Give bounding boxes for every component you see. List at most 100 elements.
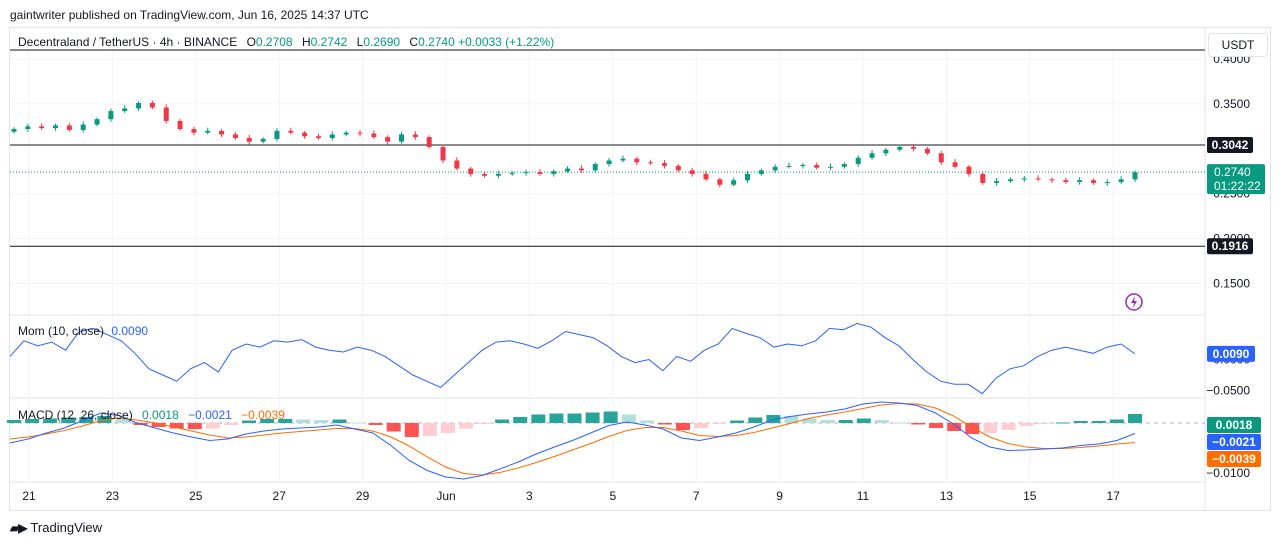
candle — [260, 137, 266, 144]
candle-body — [149, 103, 155, 108]
candle-body — [883, 149, 889, 154]
time-tick-label: 23 — [106, 489, 120, 503]
candle — [717, 177, 723, 188]
macd-histogram-bar — [404, 423, 419, 437]
candle — [648, 159, 654, 165]
time-tick-label: 9 — [776, 489, 783, 503]
candle-body — [800, 164, 806, 166]
macd-histogram-bar — [440, 423, 455, 433]
level-label: 0.1916 — [1212, 239, 1249, 253]
macd-histogram-bar — [296, 419, 311, 423]
candle — [94, 117, 100, 127]
candle — [744, 170, 750, 183]
macd-histogram-bar — [43, 418, 58, 423]
macd-histogram-bar — [422, 423, 437, 436]
tradingview-logo[interactable]: ▰▶ TradingView — [10, 520, 102, 535]
macd-histogram-bar — [784, 416, 799, 423]
candle — [357, 130, 363, 137]
last-price-label-bg — [1207, 164, 1265, 195]
candle-body — [371, 133, 377, 138]
candle-body — [994, 181, 1000, 183]
candle — [440, 144, 446, 164]
macd-tick-label: −0.0100 — [1206, 466, 1250, 480]
macd-histogram-bar — [350, 422, 365, 424]
candle — [966, 164, 972, 177]
candle-body — [205, 130, 211, 133]
candle-body — [80, 124, 86, 130]
candle-body — [163, 107, 169, 121]
candle — [551, 169, 557, 177]
macd-histogram-bar — [61, 417, 76, 423]
candle — [108, 108, 114, 122]
macd-histogram-bar — [1037, 423, 1052, 424]
macd-pane: −0.0100 0.0018 −0.0021 −0.0039 — [7, 401, 1261, 480]
candle — [191, 126, 197, 136]
candle — [343, 130, 349, 137]
open-label: O — [246, 35, 256, 49]
candle-body — [274, 130, 280, 139]
candle-body — [952, 162, 958, 167]
candle-body — [122, 108, 128, 112]
symbol-label[interactable]: Decentraland / TetherUS · 4h · BINANCE — [18, 35, 238, 49]
candle-body — [786, 165, 792, 167]
macd-line-value: −0.0021 — [188, 408, 232, 422]
candle-body — [94, 119, 100, 125]
time-tick-label: 15 — [1023, 489, 1037, 503]
candle-body — [758, 170, 764, 174]
macd-histogram-bar — [531, 414, 546, 423]
candle-body — [108, 111, 114, 120]
candle — [495, 170, 501, 179]
macd-histogram-bar — [1109, 419, 1124, 423]
macd-histogram-bar — [368, 423, 383, 425]
candle — [1021, 175, 1027, 183]
macd-histogram-bar — [911, 423, 926, 425]
candle-body — [1035, 178, 1041, 180]
candle — [1007, 177, 1013, 183]
candle — [1132, 170, 1138, 183]
candle — [468, 166, 474, 177]
candle — [163, 104, 169, 124]
macd-histogram-bar — [766, 415, 781, 423]
macd-value-label-bg — [1207, 451, 1261, 467]
tradingview-logo-text: TradingView — [30, 520, 103, 535]
candle — [302, 130, 308, 139]
candle-body — [426, 137, 432, 148]
macd-histogram-bar — [1019, 423, 1034, 426]
macd-histogram-bar — [694, 423, 709, 428]
candle — [371, 130, 377, 139]
candle-body — [565, 168, 571, 172]
candle — [39, 123, 45, 130]
macd-legend[interactable]: MACD (12, 26, close) 0.0018 −0.0021 −0.0… — [18, 408, 285, 422]
macd-histogram-bar — [79, 417, 94, 423]
momentum-value-label: 0.0090 — [1213, 347, 1250, 361]
candle — [385, 135, 391, 145]
macd-histogram-bar — [567, 413, 582, 423]
candle-body — [814, 164, 820, 168]
macd-histogram-bar — [1055, 422, 1070, 424]
macd-histogram-bar — [947, 423, 962, 431]
candle — [952, 159, 958, 169]
macd-histogram-bar — [730, 420, 745, 423]
momentum-legend[interactable]: Mom (10, close) 0.0090 — [18, 324, 148, 338]
candle — [274, 128, 280, 142]
momentum-tick-label: −0.0500 — [1206, 384, 1250, 398]
macd-histogram-bar — [675, 423, 690, 430]
high-value: 0.2742 — [310, 35, 348, 49]
change-value: +0.0033 (+1.22%) — [458, 35, 555, 49]
lightning-bolt-glyph — [1131, 296, 1137, 308]
candle — [1049, 177, 1055, 183]
candle-body — [523, 172, 529, 174]
candle-body — [232, 134, 238, 139]
candle — [25, 123, 31, 132]
high-label: H — [301, 35, 311, 49]
candle-body — [869, 153, 875, 158]
currency-button[interactable]: USDT — [1208, 33, 1268, 57]
time-tick-label: 3 — [526, 489, 533, 503]
candle-body — [938, 153, 944, 163]
lightning-icon[interactable] — [1125, 293, 1143, 311]
candle — [578, 165, 584, 174]
macd-histogram-bar — [386, 423, 401, 432]
macd-histogram-bar — [459, 423, 474, 429]
macd-histogram-bar — [838, 420, 853, 423]
